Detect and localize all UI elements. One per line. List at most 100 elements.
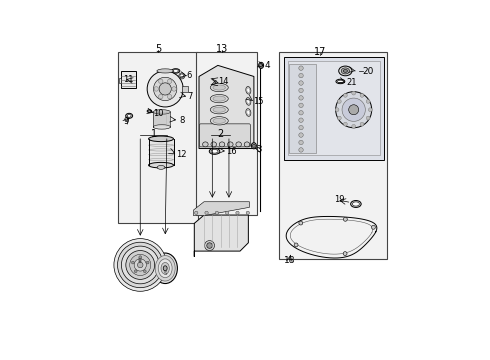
Ellipse shape (148, 110, 151, 112)
Ellipse shape (210, 84, 228, 92)
Circle shape (205, 211, 208, 215)
Circle shape (134, 270, 137, 273)
Text: 10: 10 (153, 109, 164, 118)
Ellipse shape (155, 256, 175, 281)
Text: S: S (164, 271, 167, 276)
Circle shape (366, 99, 370, 103)
Circle shape (368, 108, 372, 112)
Bar (290, 64, 316, 153)
Ellipse shape (336, 79, 345, 84)
Ellipse shape (211, 142, 217, 147)
Text: 8: 8 (180, 116, 185, 125)
Ellipse shape (203, 142, 208, 147)
Ellipse shape (351, 201, 361, 207)
Ellipse shape (251, 143, 256, 149)
Circle shape (131, 261, 134, 264)
Circle shape (299, 96, 303, 100)
Circle shape (360, 93, 364, 97)
Polygon shape (284, 57, 384, 159)
Ellipse shape (236, 142, 242, 147)
Ellipse shape (157, 166, 165, 169)
Circle shape (299, 140, 303, 145)
Ellipse shape (158, 259, 172, 278)
Circle shape (299, 125, 303, 130)
Circle shape (153, 77, 177, 100)
Ellipse shape (210, 117, 228, 125)
Circle shape (154, 87, 159, 91)
Circle shape (139, 256, 142, 258)
Circle shape (299, 148, 303, 152)
Circle shape (215, 211, 219, 215)
Ellipse shape (227, 142, 233, 147)
Text: 18: 18 (284, 256, 296, 265)
Circle shape (335, 108, 339, 112)
Text: 1: 1 (150, 129, 157, 139)
Text: 6: 6 (187, 71, 192, 80)
Circle shape (172, 87, 176, 91)
Text: 17: 17 (314, 46, 326, 57)
Text: 15: 15 (253, 97, 264, 106)
Circle shape (126, 251, 155, 279)
Ellipse shape (210, 94, 228, 103)
Text: 21: 21 (346, 78, 356, 87)
Bar (279, 51, 387, 260)
Circle shape (225, 211, 229, 215)
Circle shape (343, 93, 347, 97)
Text: 4: 4 (265, 62, 270, 71)
Circle shape (337, 99, 341, 103)
Ellipse shape (213, 118, 225, 123)
Circle shape (122, 246, 159, 284)
Circle shape (168, 79, 172, 84)
Circle shape (236, 211, 239, 215)
Text: 19: 19 (334, 195, 345, 204)
Text: 16: 16 (225, 147, 236, 156)
Text: 13: 13 (216, 44, 228, 54)
Bar (121, 71, 136, 87)
Circle shape (159, 94, 163, 99)
Circle shape (366, 116, 370, 120)
Ellipse shape (147, 110, 151, 112)
Circle shape (299, 221, 303, 225)
Ellipse shape (148, 162, 173, 168)
Circle shape (299, 73, 303, 78)
Circle shape (360, 122, 364, 126)
Circle shape (134, 259, 147, 271)
Ellipse shape (246, 109, 251, 116)
Text: 11: 11 (123, 75, 134, 84)
Ellipse shape (247, 99, 250, 104)
Circle shape (147, 71, 183, 107)
Ellipse shape (343, 69, 347, 72)
Circle shape (294, 243, 298, 247)
Ellipse shape (211, 149, 218, 153)
Ellipse shape (148, 136, 173, 141)
Ellipse shape (127, 114, 131, 117)
Text: 12: 12 (176, 150, 186, 158)
Ellipse shape (339, 66, 352, 76)
Ellipse shape (247, 88, 250, 93)
Circle shape (343, 252, 347, 256)
Circle shape (336, 92, 372, 128)
Circle shape (352, 91, 356, 95)
Ellipse shape (244, 142, 250, 147)
Text: 14: 14 (219, 77, 229, 86)
Text: 3: 3 (257, 145, 262, 154)
Ellipse shape (172, 69, 180, 73)
Ellipse shape (161, 262, 170, 274)
Circle shape (204, 240, 215, 251)
Circle shape (168, 94, 172, 99)
Circle shape (299, 103, 303, 108)
Circle shape (114, 239, 167, 291)
Circle shape (342, 98, 366, 121)
Circle shape (138, 262, 143, 268)
FancyBboxPatch shape (199, 124, 250, 147)
Circle shape (299, 66, 303, 70)
Circle shape (207, 243, 212, 248)
Ellipse shape (247, 110, 250, 115)
Polygon shape (195, 215, 248, 257)
Circle shape (146, 261, 149, 264)
Bar (148, 139, 173, 165)
Bar (288, 61, 380, 156)
Ellipse shape (153, 125, 171, 129)
Ellipse shape (213, 85, 225, 90)
Circle shape (299, 133, 303, 137)
